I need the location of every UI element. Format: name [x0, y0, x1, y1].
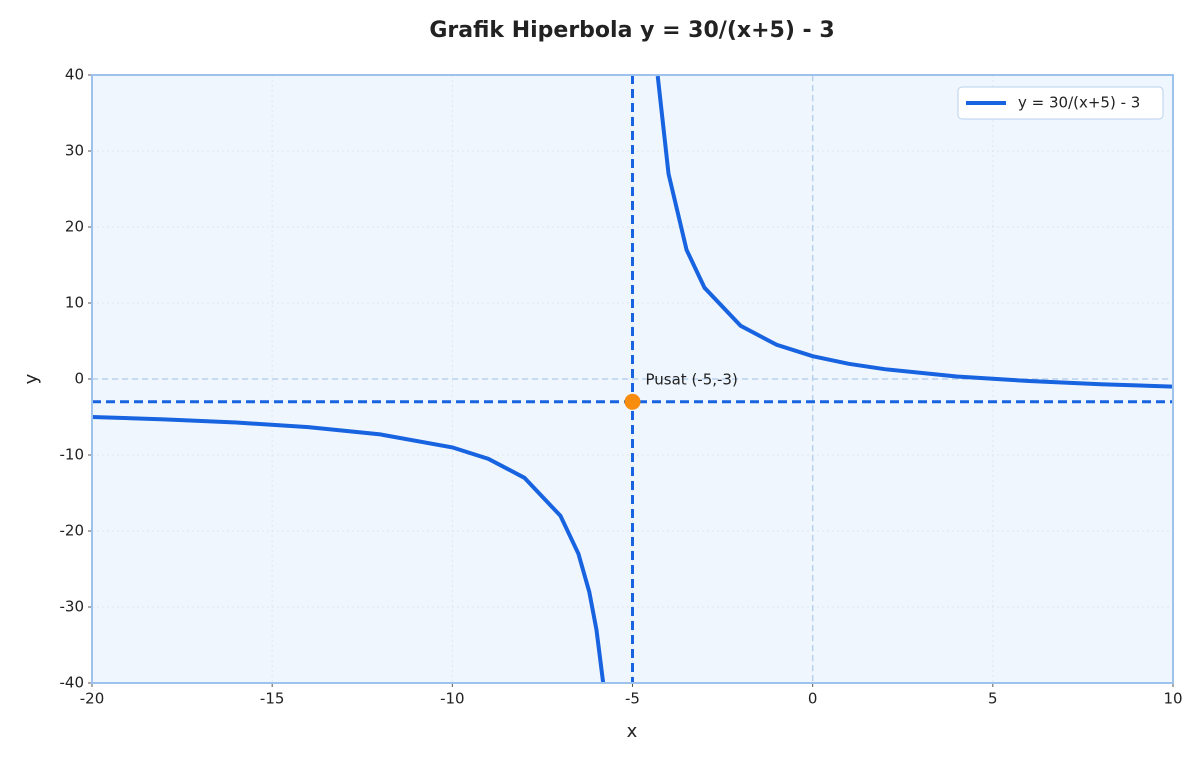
y-tick-label: 0 — [74, 370, 84, 388]
plot-border — [91, 74, 1174, 684]
plot-clip — [92, 75, 1173, 683]
legend-box — [957, 86, 1164, 120]
center-point — [624, 393, 641, 410]
x-tick-label: -5 — [625, 690, 640, 708]
x-tick-label: -15 — [260, 690, 285, 708]
y-tick-label: 30 — [65, 142, 84, 160]
legend-label: y = 30/(x+5) - 3 — [1018, 94, 1140, 112]
legend: y = 30/(x+5) - 3 — [957, 86, 1164, 120]
x-tick-label: -20 — [80, 690, 105, 708]
center-label: Pusat (-5,-3) — [646, 370, 738, 388]
y-tick-label: 40 — [65, 66, 84, 84]
x-axis-label: x — [627, 721, 638, 742]
chart-title: Grafik Hiperbola y = 30/(x+5) - 3 — [429, 18, 834, 43]
curve — [92, 75, 1173, 683]
x-tick-label: 5 — [988, 690, 998, 708]
x-tick-label: 10 — [1163, 690, 1182, 708]
y-tick-label: -20 — [60, 522, 85, 540]
y-tick-label: 20 — [65, 218, 84, 236]
y-tick-label: 10 — [65, 294, 84, 312]
y-tick-label: -40 — [60, 674, 85, 692]
y-axis-label: y — [21, 373, 42, 384]
x-tick-label: 0 — [808, 690, 818, 708]
x-tick-label: -10 — [440, 690, 465, 708]
y-tick-label: -10 — [60, 446, 85, 464]
y-tick-label: -30 — [60, 598, 85, 616]
